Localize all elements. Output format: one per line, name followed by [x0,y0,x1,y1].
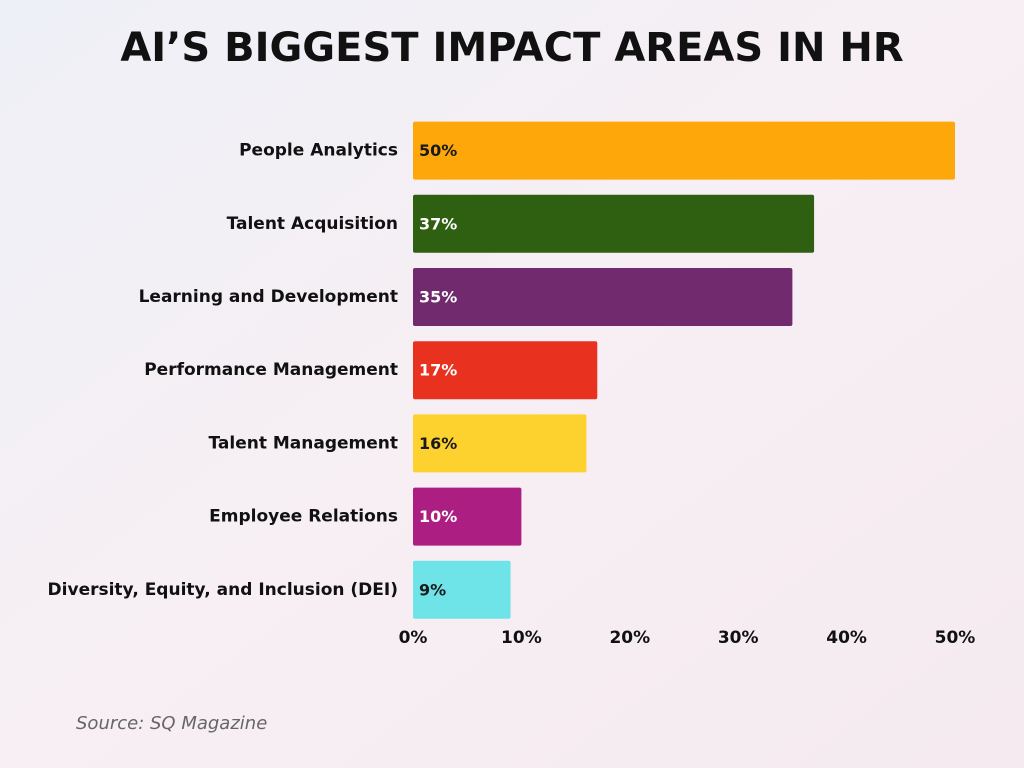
x-tick-label: 10% [501,628,542,648]
category-label: Employee Relations [209,507,398,527]
value-label: 17% [419,361,457,380]
bar [413,341,598,400]
x-tick-label: 30% [718,628,759,648]
category-label: People Analytics [239,141,398,161]
category-label: Learning and Development [139,287,398,307]
bar [413,194,815,253]
value-label: 37% [419,214,457,233]
bar [413,121,955,180]
value-label: 10% [419,507,457,526]
value-label: 35% [419,288,457,307]
x-tick-label: 50% [935,628,976,648]
chart-title: AI’S BIGGEST IMPACT AREAS IN HR [120,25,903,71]
source-note: Source: SQ Magazine [76,713,267,734]
bar [413,560,511,619]
category-label: Talent Acquisition [227,214,398,234]
category-label: Performance Management [144,360,398,380]
value-label: 50% [419,141,457,160]
x-tick-label: 0% [399,628,428,648]
bar [413,268,793,326]
x-tick-label: 20% [609,628,650,648]
category-label: Diversity, Equity, and Inclusion (DEI) [48,580,398,600]
category-label: Talent Management [208,433,398,453]
value-label: 9% [419,580,446,599]
bar [413,487,522,546]
bar [413,414,587,473]
x-tick-label: 40% [826,628,867,648]
value-label: 16% [419,434,457,453]
